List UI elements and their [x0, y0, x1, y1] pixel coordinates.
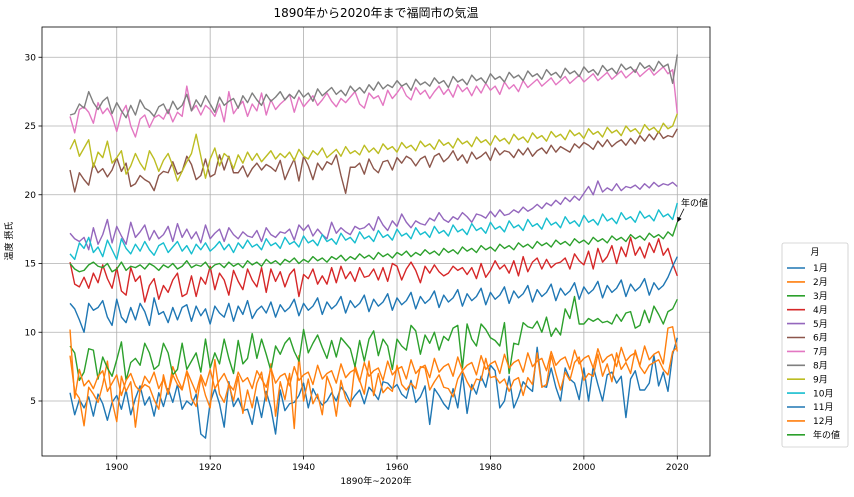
series-line-12 — [69, 222, 678, 273]
x-tick-label: 1900 — [105, 463, 128, 473]
y-tick-label: 20 — [25, 191, 37, 201]
legend-label: 10月 — [813, 388, 833, 399]
legend-label: 11月 — [813, 402, 833, 413]
legend-label: 5月 — [813, 319, 828, 330]
x-tick-label: 2020 — [666, 463, 689, 473]
y-tick-label: 5 — [30, 397, 36, 407]
series-line-7 — [69, 54, 678, 119]
series-lines — [69, 54, 678, 439]
x-axis-ticks: 1900 1920 1940 1960 1980 2000 2020 — [105, 456, 689, 473]
series-line-3 — [69, 236, 678, 303]
legend-label: 年の値 — [813, 429, 840, 441]
legend-title: 月 — [810, 247, 819, 258]
legend-label: 7月 — [813, 347, 828, 358]
x-tick-label: 2000 — [572, 463, 595, 473]
legend-label: 9月 — [813, 374, 828, 385]
gridlines — [42, 27, 710, 456]
series-line-2 — [69, 295, 678, 382]
x-tick-label: 1920 — [199, 463, 222, 473]
series-line-9 — [69, 202, 678, 261]
series-line-4 — [69, 180, 678, 251]
legend-box — [781, 242, 849, 448]
annotation-group: 年の値 — [676, 197, 708, 223]
x-tick-label: 1960 — [386, 463, 409, 473]
x-tick-label: 1980 — [479, 463, 502, 473]
legend-label: 8月 — [813, 361, 828, 372]
legend-label: 3月 — [813, 291, 828, 302]
series-line-1 — [69, 346, 678, 430]
x-tick-label: 1940 — [292, 463, 315, 473]
annotation-arrow-head — [677, 216, 682, 223]
y-tick-label: 15 — [25, 260, 36, 270]
y-tick-label: 30 — [25, 53, 37, 63]
y-axis-label: 温度 摂氏 — [3, 222, 15, 261]
y-tick-label: 25 — [25, 122, 36, 132]
chart-title: 1890年から2020年まで福岡市の気温 — [273, 5, 478, 20]
series-line-10 — [69, 256, 678, 333]
legend-label: 1月 — [813, 263, 828, 274]
y-axis-ticks: 5 10 15 20 25 30 — [25, 53, 42, 407]
y-tick-label: 10 — [25, 328, 37, 338]
series-line-5 — [69, 128, 678, 195]
series-line-11 — [69, 326, 678, 399]
plot-area-frame — [41, 26, 711, 457]
legend-label: 4月 — [813, 305, 828, 316]
legend-label: 6月 — [813, 333, 828, 344]
series-line-6 — [69, 66, 678, 138]
x-axis-label: 1890年~2020年 — [340, 475, 411, 487]
legend-label: 2月 — [813, 277, 828, 288]
annotation-label: 年の値 — [681, 197, 708, 209]
series-line-8 — [69, 113, 678, 182]
legend-label: 12月 — [813, 416, 833, 427]
